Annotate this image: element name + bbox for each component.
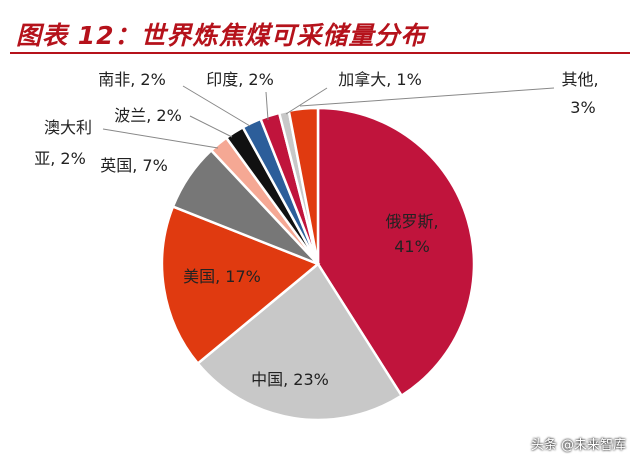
chart-title: 图表 12：世界炼焦煤可采储量分布 <box>16 21 427 50</box>
leader-line-7 <box>265 91 269 121</box>
slice-label-2: 美国, 17% <box>183 267 261 286</box>
leader-line-5 <box>189 115 233 138</box>
watermark: 头条 @未来智库 <box>530 438 626 453</box>
leader-line-4 <box>102 128 219 149</box>
slice-label-6: 南非, 2% <box>98 70 166 89</box>
slice-label-5: 波兰, 2% <box>114 106 182 125</box>
slice-label-3: 英国, 7% <box>100 156 168 175</box>
pie-slice-1 <box>196 262 404 422</box>
leader-line-9 <box>299 87 555 107</box>
slice-label-8: 加拿大, 1% <box>338 70 422 89</box>
leader-line-8 <box>285 87 328 115</box>
slice-label-0: 俄罗斯, <box>385 212 438 231</box>
slice-label-4: 澳大利 <box>44 118 92 137</box>
title-bar: 图表 12：世界炼焦煤可采储量分布 <box>10 12 630 54</box>
pie-slice-9 <box>287 106 320 265</box>
slice-label-1: 中国, 23% <box>251 370 329 389</box>
slice-label-9: 其他, <box>561 70 598 89</box>
slice-label-4-line2: 亚, 2% <box>34 149 86 168</box>
slice-label-9-line2: 3% <box>570 98 595 117</box>
leader-line-6 <box>182 85 251 127</box>
pie-slice-2 <box>160 204 321 366</box>
slice-label-0-line2: 41% <box>394 237 430 256</box>
slice-label-7: 印度, 2% <box>206 70 274 89</box>
